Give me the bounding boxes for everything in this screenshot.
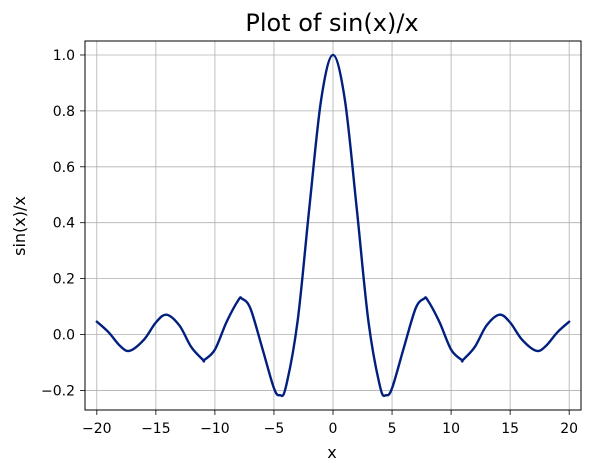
y-tick-label: 1.0	[53, 48, 75, 64]
x-tick-label: 10	[442, 421, 460, 437]
y-tick-label: −0.2	[41, 383, 75, 399]
x-tick-label: 20	[560, 421, 578, 437]
x-tick-label: 5	[388, 421, 397, 437]
chart-title: Plot of sin(x)/x	[245, 9, 418, 37]
sinc-series-line	[95, 53, 571, 398]
y-tick-label: 0.6	[53, 160, 75, 176]
y-tick-label: 0.4	[53, 216, 75, 232]
y-tick-label: 0.8	[53, 104, 75, 120]
x-tick-label: −5	[264, 421, 285, 437]
x-tick-label: −15	[141, 421, 171, 437]
x-tick-label: −10	[200, 421, 230, 437]
grid	[85, 41, 581, 410]
x-tick-label: 0	[329, 421, 338, 437]
y-axis-label: sin(x)/x	[10, 196, 29, 256]
x-axis-label: x	[327, 443, 336, 462]
axis-ticks: −20 −15 −10 −5 0 5 10 15 20 −0.2 0.0 0.2 0.4 0.6 0.8 1.…	[41, 48, 578, 437]
y-tick-label: 0.2	[53, 272, 75, 288]
x-tick-label: 15	[501, 421, 519, 437]
y-tick-label: 0.0	[53, 328, 75, 344]
x-tick-label: −20	[82, 421, 112, 437]
